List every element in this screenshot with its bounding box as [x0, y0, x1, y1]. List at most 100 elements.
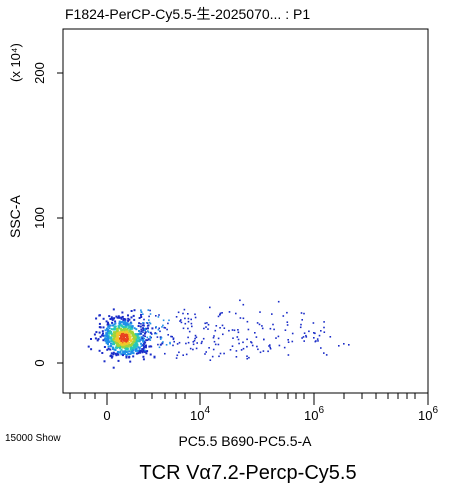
scatter-point: [121, 320, 124, 323]
scatter-point: [235, 356, 238, 358]
scatter-point: [144, 344, 147, 347]
scatter-point: [93, 333, 96, 336]
scatter-point: [122, 354, 124, 357]
scatter-point: [213, 340, 216, 343]
scatter-point: [219, 352, 222, 355]
scatter-point: [187, 341, 190, 344]
scatter-point: [140, 311, 143, 313]
scatter-point: [142, 338, 145, 341]
scatter-point: [178, 341, 181, 344]
scatter-point: [195, 336, 198, 339]
scatter-point: [98, 349, 101, 352]
scatter-point: [205, 326, 207, 328]
scatter-point: [169, 341, 171, 344]
scatter-point: [251, 344, 254, 347]
scatter-point: [209, 306, 211, 309]
scatter-point: [187, 336, 189, 339]
scatter-point: [259, 351, 262, 354]
scatter-point: [117, 337, 120, 340]
scatter-point: [133, 340, 136, 343]
scatter-point: [112, 351, 115, 354]
scatter-point: [149, 337, 152, 339]
scatter-point: [248, 356, 250, 359]
scatter-point: [102, 326, 105, 329]
scatter-point: [131, 351, 134, 354]
scatter-point: [223, 352, 225, 355]
scatter-point: [144, 342, 147, 344]
scatter-point: [179, 320, 181, 322]
scatter-point: [237, 338, 240, 341]
scatter-point: [236, 336, 239, 338]
scatter-point: [256, 345, 258, 348]
scatter-point: [105, 332, 108, 335]
scatter-point: [187, 317, 190, 320]
scatter-point: [240, 349, 243, 351]
scatter-point: [110, 317, 113, 320]
scatter-point: [314, 340, 317, 343]
scatter-point: [132, 344, 135, 347]
scatter-point: [177, 311, 180, 314]
scatter-point: [124, 333, 126, 336]
scatter-point: [106, 334, 108, 337]
scatter-point: [287, 354, 290, 356]
scatter-point: [123, 346, 125, 349]
scatter-point: [102, 317, 105, 320]
scatter-point: [194, 313, 196, 316]
scatter-point: [126, 328, 129, 331]
scatter-point: [158, 314, 160, 316]
scatter-point: [169, 342, 171, 345]
scatter-point: [283, 346, 286, 349]
scatter-point: [190, 318, 192, 321]
scatter-point: [178, 351, 180, 354]
scatter-point: [135, 349, 138, 352]
scatter-point: [150, 333, 153, 335]
scatter-point: [127, 338, 130, 341]
x-tick-label-0: 0: [103, 408, 110, 423]
scatter-point: [113, 317, 116, 320]
scatter-point: [246, 345, 248, 348]
scatter-point: [180, 321, 183, 324]
scatter-point: [242, 341, 244, 344]
x-tick-exp-2: 6: [318, 405, 324, 416]
scatter-point: [147, 309, 150, 311]
scatter-point: [147, 331, 150, 333]
scatter-point: [254, 332, 256, 334]
scatter-point: [190, 322, 193, 325]
scatter-point: [122, 322, 125, 325]
scatter-point: [302, 336, 305, 338]
scatter-point: [111, 321, 114, 324]
scatter-point: [142, 313, 144, 315]
scatter-point: [231, 329, 234, 331]
scatter-point: [107, 337, 109, 340]
scatter-point: [131, 349, 134, 352]
scatter-point: [134, 335, 137, 338]
scatter-point: [275, 337, 277, 339]
scatter-point: [115, 328, 118, 330]
scatter-point: [116, 316, 119, 319]
scatter-point: [172, 338, 175, 341]
scatter-point: [146, 322, 149, 324]
scatter-point: [156, 336, 159, 338]
scatter-point: [145, 322, 148, 324]
scatter-point: [105, 337, 108, 340]
scatter-point: [261, 325, 263, 327]
scatter-point: [103, 346, 106, 348]
scatter-point: [120, 337, 123, 339]
scatter-point: [126, 322, 129, 325]
scatter-point: [103, 338, 106, 340]
scatter-point: [123, 329, 126, 332]
scatter-point: [128, 355, 131, 358]
scatter-point: [128, 344, 131, 346]
scatter-point: [219, 312, 222, 315]
scatter-point: [133, 338, 136, 341]
scatter-point: [207, 328, 209, 330]
scatter-point: [130, 339, 133, 342]
scatter-point: [162, 324, 164, 327]
scatter-point: [301, 337, 303, 339]
scatter-point: [209, 359, 212, 361]
scatter-point: [255, 336, 258, 338]
scatter-point: [108, 325, 111, 327]
scatter-point: [278, 344, 281, 347]
scatter-point: [232, 337, 234, 339]
scatter-point: [235, 350, 238, 352]
